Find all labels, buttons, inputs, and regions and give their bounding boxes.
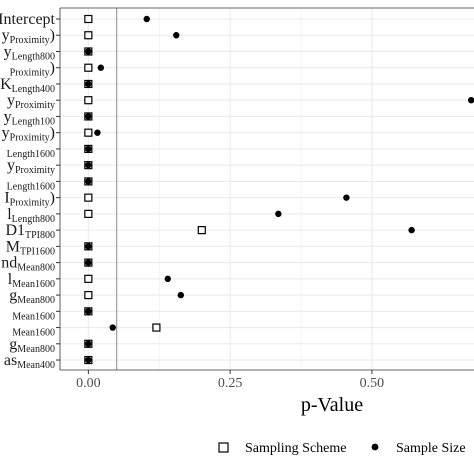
sampling-scheme-point	[152, 323, 161, 332]
sampling-scheme-point	[84, 290, 93, 300]
sampling-scheme-point	[84, 193, 93, 202]
x-tick-label: 0.25	[218, 376, 243, 391]
y-tick-label: yLength100	[4, 108, 55, 127]
sampling-scheme-point	[84, 63, 93, 72]
y-tick-label: Mean1600	[12, 328, 55, 339]
y-tick-label: asMean400	[4, 352, 55, 371]
legend-circle-icon	[371, 443, 379, 451]
plot-panel	[60, 8, 474, 370]
sampling-scheme-point	[84, 128, 93, 137]
sampling-scheme-point	[84, 96, 93, 105]
sample-size-point	[164, 275, 171, 283]
legend-label-sample-size: Sample Size	[396, 441, 466, 456]
sample-size-point	[343, 194, 350, 201]
sample-size-point	[85, 243, 92, 250]
sampling-scheme-point	[84, 274, 93, 283]
sampling-scheme-point	[197, 226, 206, 235]
x-axis-title: p-Value	[301, 394, 363, 416]
y-tick-label: Length1600	[7, 181, 55, 192]
sample-size-point	[85, 80, 92, 88]
sample-size-point	[85, 356, 92, 364]
sample-size-point	[177, 291, 184, 299]
y-tick-label: lLength800	[7, 206, 55, 225]
y-tick-label: yProximity	[7, 92, 55, 111]
y-tick-label: Proximity)	[10, 60, 55, 79]
y-tick-label: Mean1600	[12, 311, 55, 322]
sample-size-point	[85, 259, 92, 266]
sample-size-point	[85, 113, 92, 120]
y-tick-label: MTPI1600	[6, 238, 55, 257]
sample-size-point	[85, 340, 92, 347]
x-tick-label: 0.50	[360, 376, 385, 391]
y-tick-label: gMean800	[9, 336, 55, 355]
sample-size-point	[109, 324, 116, 331]
sample-size-point	[85, 145, 92, 153]
y-tick-label: yProximity	[7, 157, 55, 176]
sample-size-point	[85, 308, 92, 315]
sample-size-point	[467, 97, 474, 104]
sample-size-point	[85, 178, 92, 185]
y-tick-label: D1TPI800	[5, 222, 55, 241]
legend-label-sampling-scheme: Sampling Scheme	[245, 441, 347, 456]
y-tick-label: KLength400	[0, 76, 55, 95]
sample-size-point	[85, 48, 92, 55]
sample-size-point	[173, 32, 180, 39]
sample-size-point	[408, 226, 415, 234]
y-tick-label: yLength800	[4, 43, 55, 62]
y-tick-label: gMean800	[9, 287, 55, 306]
sample-size-point	[275, 210, 282, 218]
sample-size-point	[94, 129, 101, 136]
sample-size-point	[97, 64, 105, 71]
sample-size-point	[85, 161, 92, 169]
sampling-scheme-point	[84, 14, 93, 24]
y-tick-label: IProximity)	[4, 190, 55, 209]
legend-square-icon	[218, 442, 229, 453]
y-tick-label: lMean1600	[8, 271, 55, 290]
sampling-scheme-point	[84, 209, 93, 218]
x-tick-label: 0.00	[76, 376, 101, 391]
y-tick-label: Intercept	[0, 11, 56, 28]
y-tick-label: yProximity)	[2, 125, 55, 144]
sampling-scheme-point	[84, 31, 93, 40]
y-tick-label: yProximity)	[2, 27, 55, 46]
y-tick-label: ndMean800	[1, 255, 55, 274]
sample-size-point	[143, 15, 150, 23]
y-tick-label: Length1600	[7, 149, 55, 160]
